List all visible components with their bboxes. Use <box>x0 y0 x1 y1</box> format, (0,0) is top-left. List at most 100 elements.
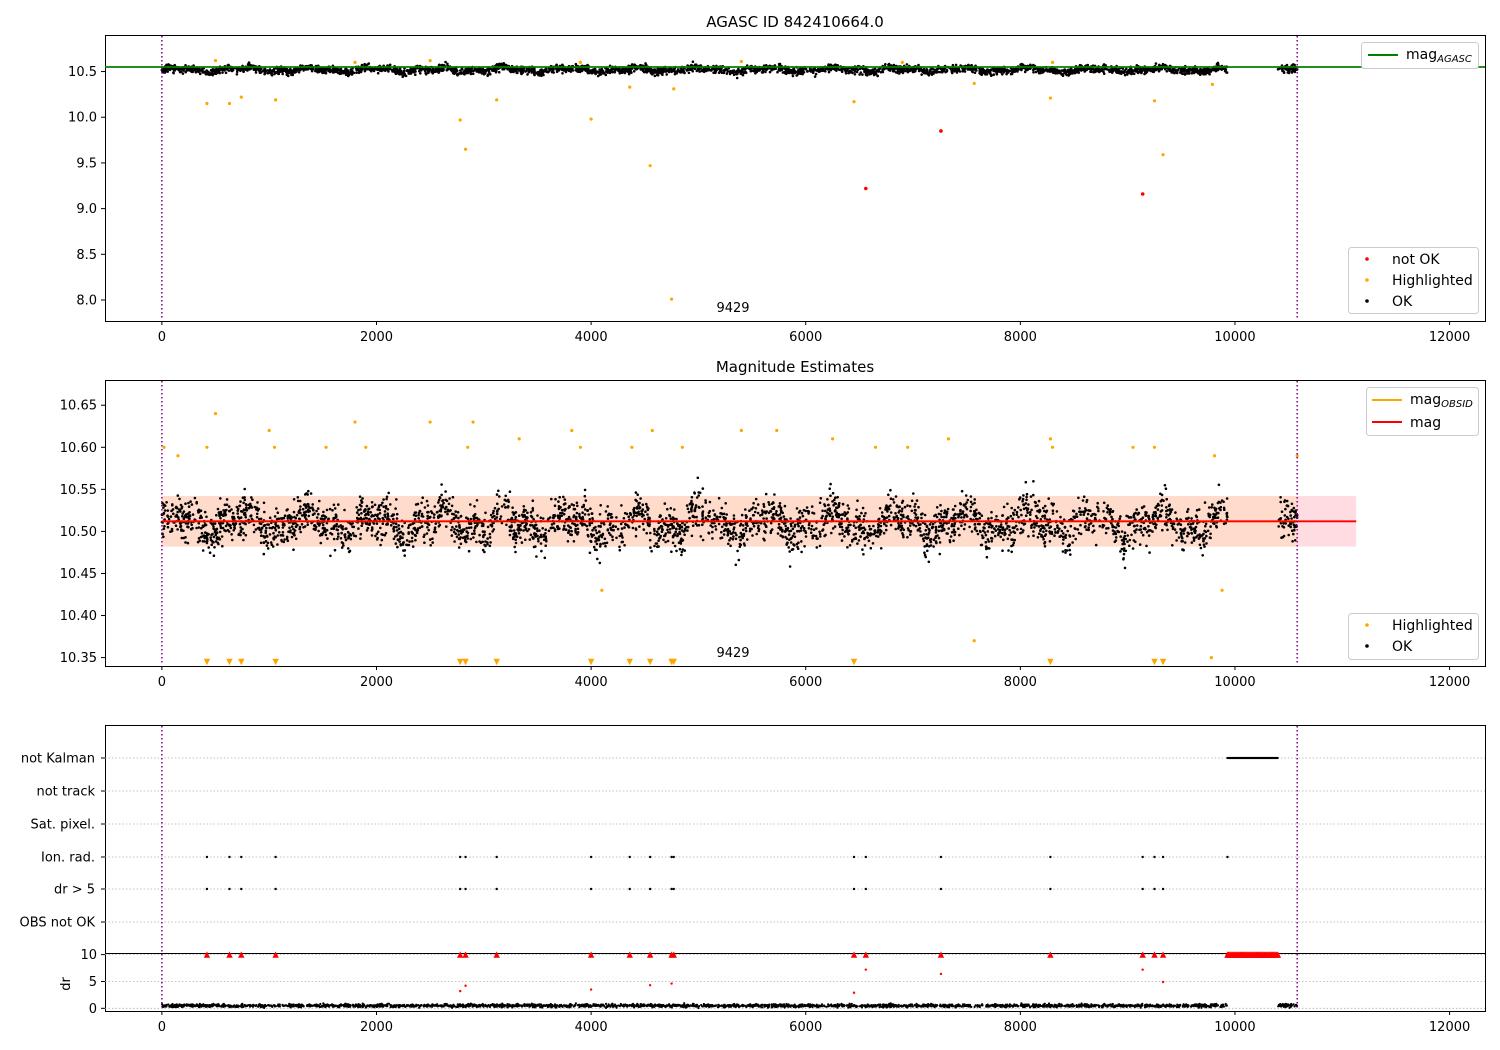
point-ok <box>535 71 539 74</box>
point-highlighted <box>900 60 904 65</box>
point-ok <box>683 71 686 75</box>
point-ok <box>814 72 818 76</box>
point-ok <box>739 543 743 547</box>
point-ok <box>577 68 580 72</box>
point-ok <box>979 71 982 74</box>
point-ok <box>797 68 800 71</box>
point-ok <box>894 71 898 74</box>
point-ok <box>273 72 276 76</box>
point-ok <box>235 73 239 76</box>
point-ok <box>973 522 977 526</box>
point-ok <box>381 501 384 505</box>
point-ok <box>739 72 742 75</box>
point-ok <box>795 507 799 510</box>
point-ok <box>1098 68 1101 72</box>
point-ok <box>165 501 168 504</box>
point-ok <box>1132 72 1136 76</box>
point-ok <box>1025 498 1028 502</box>
point-ok <box>1205 534 1208 538</box>
title-agasc: AGASC ID 842410664.0 <box>706 13 884 31</box>
point-ok <box>338 71 341 74</box>
point-ok <box>960 516 963 519</box>
point-ok <box>250 517 254 521</box>
point-ok <box>777 62 781 66</box>
point-ok <box>279 67 283 71</box>
point-ok <box>931 71 934 74</box>
point-ok <box>215 513 218 517</box>
y-tick-label: 9.5 <box>76 156 97 171</box>
point-ok <box>172 71 175 75</box>
point-ok <box>455 535 459 539</box>
point-ok <box>488 72 491 75</box>
point-ok <box>600 70 603 73</box>
point-ok <box>1198 543 1202 547</box>
point-ok <box>242 501 245 505</box>
point-ok <box>1066 529 1069 533</box>
point-ok <box>588 551 592 555</box>
point-ok <box>782 515 786 518</box>
point-ok <box>990 510 993 514</box>
point-ok <box>982 71 985 75</box>
point-ok <box>863 544 867 547</box>
point-highlighted <box>1050 60 1055 65</box>
point-ok <box>530 71 533 74</box>
point-ok <box>987 517 990 520</box>
point-ok <box>413 518 417 521</box>
point-ok <box>725 72 729 75</box>
point-ok <box>564 67 567 71</box>
point-ok <box>734 537 738 541</box>
point-ok <box>935 70 938 73</box>
point-ok <box>1204 522 1208 526</box>
point-ok <box>1120 530 1124 533</box>
point-ok <box>744 508 747 511</box>
point-ok <box>804 535 808 538</box>
point-ok <box>517 67 520 71</box>
point-ok <box>783 71 787 75</box>
point-ok <box>1065 70 1068 73</box>
point-ok <box>861 73 864 76</box>
point-ok <box>754 497 758 501</box>
point-highlighted <box>274 98 278 102</box>
point-ok <box>1089 522 1093 525</box>
point-ok <box>1119 515 1122 518</box>
point-ok <box>919 530 922 533</box>
point-ok <box>265 526 268 530</box>
point-ok <box>242 538 245 542</box>
point-ok <box>549 68 552 72</box>
point-ok <box>1167 504 1171 507</box>
point-ok <box>1064 548 1067 552</box>
point-highlighted <box>1161 153 1165 157</box>
point-ok <box>632 70 636 73</box>
point-ok <box>163 509 167 512</box>
point-ok <box>739 69 743 73</box>
point-ok <box>437 498 441 502</box>
y-tick-label: 10.0 <box>68 111 97 126</box>
point-ok <box>292 510 296 514</box>
point-ok <box>411 545 415 548</box>
point-ok <box>407 526 410 529</box>
point-ok <box>383 510 387 513</box>
point-ok <box>569 518 572 521</box>
point-ok <box>195 526 198 530</box>
point-ok <box>973 71 977 74</box>
point-ok <box>569 70 573 73</box>
point-ok <box>840 70 844 73</box>
point-ok <box>1205 542 1208 545</box>
point-ok <box>424 71 428 75</box>
point-ok <box>498 495 501 498</box>
point-ok <box>881 514 884 518</box>
point-ok <box>691 69 694 73</box>
point-ok <box>1092 70 1095 74</box>
legend-marker-highlighted <box>1365 278 1369 282</box>
point-ok <box>754 71 757 75</box>
point-ok <box>560 508 564 512</box>
point-ok <box>907 517 910 521</box>
point-ok <box>190 523 193 527</box>
point-ok <box>699 535 703 538</box>
point-ok <box>1156 516 1159 520</box>
point-ok <box>712 71 715 74</box>
point-ok <box>1005 72 1008 76</box>
point-ok <box>717 522 721 526</box>
point-ok <box>1281 69 1284 73</box>
point-ok <box>276 511 280 514</box>
